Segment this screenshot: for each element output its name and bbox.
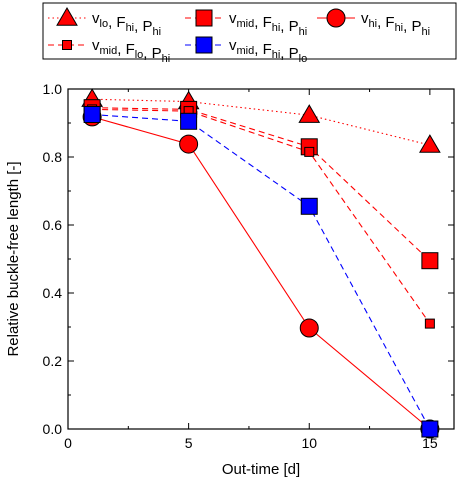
legend-label-subscript: lo <box>100 18 109 30</box>
x-tick-label: 10 <box>301 435 317 451</box>
legend-label-4: vmid, Flo, Phi <box>92 37 170 65</box>
x-tick-label: 15 <box>422 435 438 451</box>
x-axis-title: Out-time [d] <box>222 461 300 478</box>
series-line-2 <box>92 107 431 262</box>
legend-label-subscript: mid <box>237 45 255 57</box>
plot-area: 0 5 10 15 0.0 0.2 0.4 0.6 0.8 1.0 <box>43 81 455 451</box>
series-3-point <box>299 318 319 338</box>
legend-label-subscript: hi <box>126 22 135 34</box>
legend-label-part: v <box>229 10 237 27</box>
series-4-point <box>424 318 435 329</box>
legend-label-subscript: hi <box>421 26 430 38</box>
x-tick-label: 0 <box>64 435 72 451</box>
legend-label-part: , F <box>254 14 272 31</box>
series-line-3 <box>91 116 431 430</box>
series-line-5 <box>92 113 431 430</box>
legend-label-1: vlo, Fhi, Phi <box>92 10 161 38</box>
y-tick-label: 0.6 <box>43 217 63 233</box>
series-4-point <box>304 146 315 157</box>
legend-label-subscript: hi <box>162 53 171 65</box>
y-tick-label: 1.0 <box>43 81 63 97</box>
series-line-1 <box>92 98 431 146</box>
series-5-point <box>421 420 439 438</box>
legend-label-subscript: lo <box>135 49 144 61</box>
legend-label-subscript: mid <box>237 18 255 30</box>
legend-label-part: , F <box>377 14 395 31</box>
y-tick-label: 0.4 <box>43 285 63 301</box>
plot-frame <box>67 88 455 430</box>
legend-label-subscript: hi <box>369 18 378 30</box>
legend-label-subscript: hi <box>272 22 281 34</box>
legend-label-subscript: hi <box>272 49 281 61</box>
legend-label-subscript: lo <box>299 53 308 65</box>
series-1-point <box>419 134 441 153</box>
series-markers <box>81 88 441 439</box>
legend-label-subscript: hi <box>299 26 308 38</box>
legend-label-3: vhi, Fhi, Phi <box>361 10 430 38</box>
legend-label-part: v <box>92 10 100 27</box>
legend-marker-5 <box>195 36 213 54</box>
legend-label-part: , P <box>280 45 298 62</box>
series-3-point <box>179 134 199 154</box>
series-5-point <box>180 112 198 130</box>
legend-label-part: , P <box>403 18 421 35</box>
y-tick-label: 0.8 <box>43 149 63 165</box>
legend-label-subscript: mid <box>100 45 118 57</box>
legend-marker-2 <box>195 9 213 27</box>
series-1-point <box>298 104 321 123</box>
series-5-point <box>300 197 318 215</box>
legend-marker-4 <box>62 40 72 50</box>
y-tick-label: 0.2 <box>43 353 63 369</box>
legend-box <box>42 2 457 60</box>
legend-label-2: vmid, Fhi, Phi <box>229 10 307 38</box>
series-5-point <box>83 106 101 123</box>
legend-label-part: , F <box>108 14 126 31</box>
legend-label-part: v <box>229 37 237 54</box>
legend-label-part: v <box>361 10 369 27</box>
legend-label-subscript: hi <box>152 26 161 38</box>
y-axis-title: Relative buckle-free length [-] <box>5 161 22 356</box>
legend-label-part: v <box>92 37 100 54</box>
legend-label-part: , P <box>143 45 161 62</box>
legend-marker-1 <box>56 7 78 26</box>
legend-label-part: , F <box>254 41 272 58</box>
series-lines <box>91 98 431 430</box>
series-line-4 <box>92 108 431 324</box>
series-2-point <box>421 252 439 270</box>
axis-ticks: 0 5 10 15 0.0 0.2 0.4 0.6 0.8 1.0 <box>43 81 454 451</box>
legend-label-part: , P <box>280 18 298 35</box>
legend-label-5: vmid, Fhi, Plo <box>229 37 307 65</box>
legend-marker-3 <box>326 8 346 28</box>
legend-label-subscript: hi <box>395 22 404 34</box>
y-tick-label: 0.0 <box>43 421 63 437</box>
legend-label-part: , F <box>117 41 135 58</box>
x-tick-label: 5 <box>185 435 193 451</box>
legend-label-part: , P <box>134 18 152 35</box>
